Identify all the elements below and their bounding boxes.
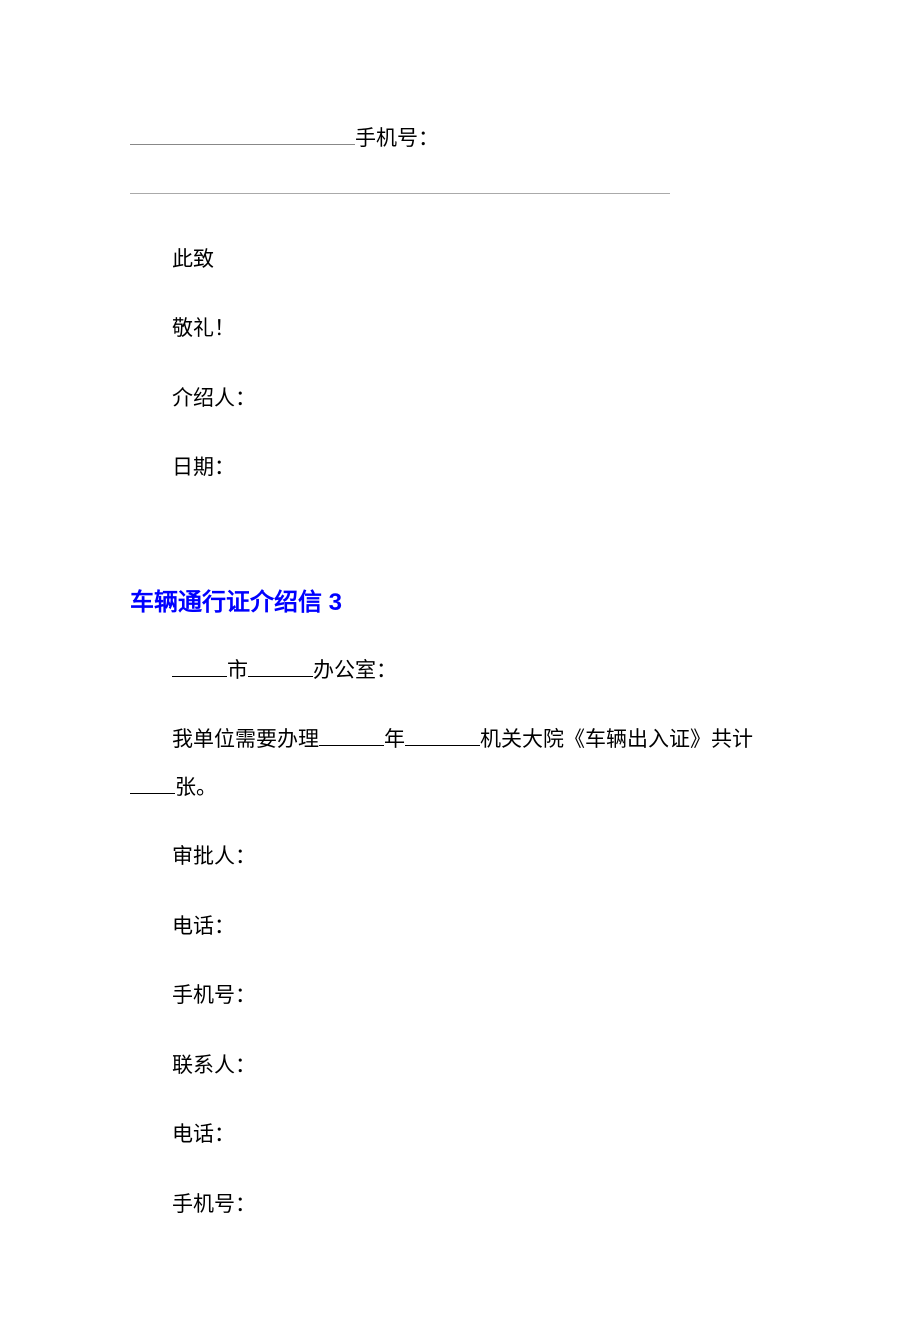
closing-cizhi: 此致: [130, 244, 790, 276]
phone-label: 手机号：: [355, 126, 439, 150]
document-page: 手机号： 此致 敬礼！ 介绍人： 日期： 车辆通行证介绍信 3 市 办公室： 我单…: [0, 0, 920, 1318]
section-gap: [130, 522, 790, 552]
text-office: 办公室：: [313, 658, 397, 682]
section-heading: 车辆通行证介绍信 3: [130, 582, 790, 617]
approver-label: 审批人：: [130, 841, 790, 873]
body-line-2: 张。: [130, 772, 790, 804]
horizontal-rule: [130, 193, 670, 194]
mobile1-label: 手机号：: [130, 980, 790, 1012]
phone1-label: 电话：: [130, 911, 790, 943]
blank-zhang: [130, 773, 175, 794]
date-label: 日期：: [130, 452, 790, 484]
closing-jingli: 敬礼！: [130, 313, 790, 345]
mobile2-label: 手机号：: [130, 1189, 790, 1221]
phone2-label: 电话：: [130, 1119, 790, 1151]
text-city: 市: [227, 658, 248, 682]
blank-office: [248, 656, 313, 677]
blank-year: [319, 725, 384, 746]
body-prefix: 我单位需要办理: [172, 727, 319, 751]
contact-label: 联系人：: [130, 1050, 790, 1082]
blank-before-phone: [130, 120, 355, 145]
body-mid: 机关大院《车辆出入证》共计: [480, 727, 753, 751]
phone-line: 手机号：: [130, 120, 790, 155]
blank-city: [172, 656, 227, 677]
addressee-line: 市 办公室：: [130, 655, 790, 687]
introducer-label: 介绍人：: [130, 383, 790, 415]
body-year: 年: [384, 727, 405, 751]
body-suffix: 张。: [175, 775, 217, 799]
blank-jiguan: [405, 725, 480, 746]
body-line-1: 我单位需要办理 年 机关大院《车辆出入证》共计: [130, 724, 790, 756]
